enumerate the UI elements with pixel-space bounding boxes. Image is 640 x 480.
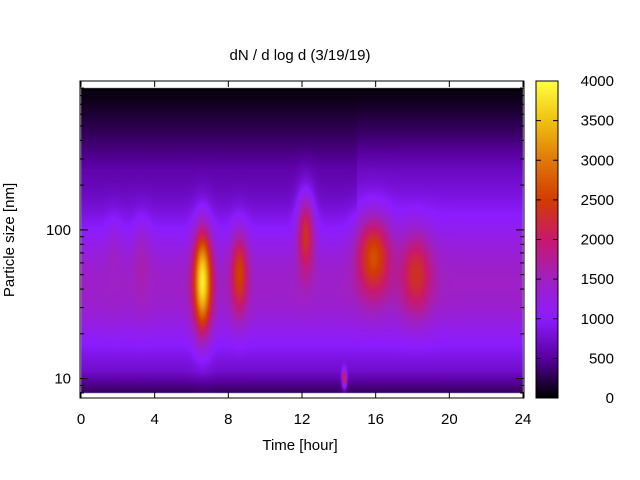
colorbar-ticks: 0 500 1000 1500 2000 2500 3000 3500 4000 — [536, 73, 614, 407]
colorbar-tick-label: 2500 — [581, 192, 614, 209]
colorbar-tick-label: 500 — [589, 350, 614, 367]
colorbar-tick-label: 1500 — [581, 271, 614, 288]
x-tick-label: 4 — [150, 411, 158, 428]
colorbar-tick-label: 3000 — [581, 152, 614, 169]
x-axis-ticks: 0 4 8 12 16 20 24 — [77, 81, 532, 428]
colorbar-tick-label: 3500 — [581, 113, 614, 130]
x-tick-label: 24 — [515, 411, 532, 428]
colorbar-tick-label: 2000 — [581, 232, 614, 249]
y-axis-label: Particle size [nm] — [1, 183, 18, 297]
colorbar-tick-label: 1000 — [581, 311, 614, 328]
x-tick-label: 16 — [367, 411, 384, 428]
x-tick-label: 12 — [294, 411, 311, 428]
x-axis-label: Time [hour] — [262, 437, 337, 454]
chart-title: dN / d log d (3/19/19) — [230, 47, 371, 64]
heatmap-plot — [79, 80, 525, 399]
y-axis-ticks: 10 100 — [46, 87, 524, 394]
colorbar-tick-label: 0 — [606, 390, 614, 407]
y-tick-label: 10 — [54, 371, 71, 388]
x-tick-label: 20 — [441, 411, 458, 428]
colorbar-tick-label: 4000 — [581, 73, 614, 90]
y-tick-label: 100 — [46, 222, 71, 239]
colorbar: 0 500 1000 1500 2000 2500 3000 3500 4000 — [535, 73, 614, 407]
heatmap-image — [80, 81, 524, 398]
colorbar-gradient — [536, 81, 558, 398]
x-tick-label: 8 — [224, 411, 232, 428]
x-tick-label: 0 — [77, 411, 85, 428]
